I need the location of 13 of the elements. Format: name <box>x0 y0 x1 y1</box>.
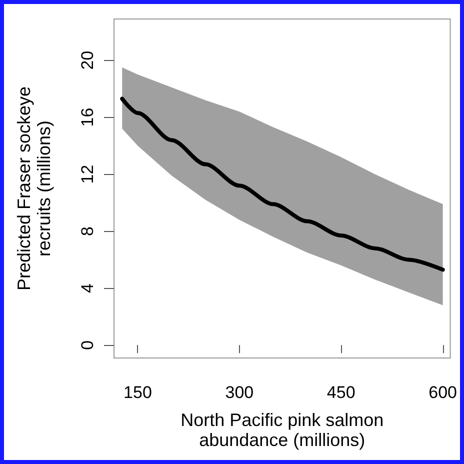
x-axis-title: North Pacific pink salmon abundance (millions) <box>180 410 384 450</box>
y-axis-title: Predicted Fraser sockeye recruits (millions) <box>14 86 54 291</box>
line-series <box>120 96 445 272</box>
y-tick-label: 8 <box>78 226 97 236</box>
x-tick-label: 450 <box>326 383 356 402</box>
y-tick-label: 16 <box>78 108 97 127</box>
y-tick-label: 4 <box>78 283 97 293</box>
x-tick-label: 300 <box>225 383 254 402</box>
x-tick-label: 150 <box>124 383 152 402</box>
y-tick-label: 12 <box>78 164 97 184</box>
y-tick-label: 20 <box>78 50 97 70</box>
y-tick-label: 0 <box>78 340 97 350</box>
x-tick-label: 600 <box>428 383 458 402</box>
